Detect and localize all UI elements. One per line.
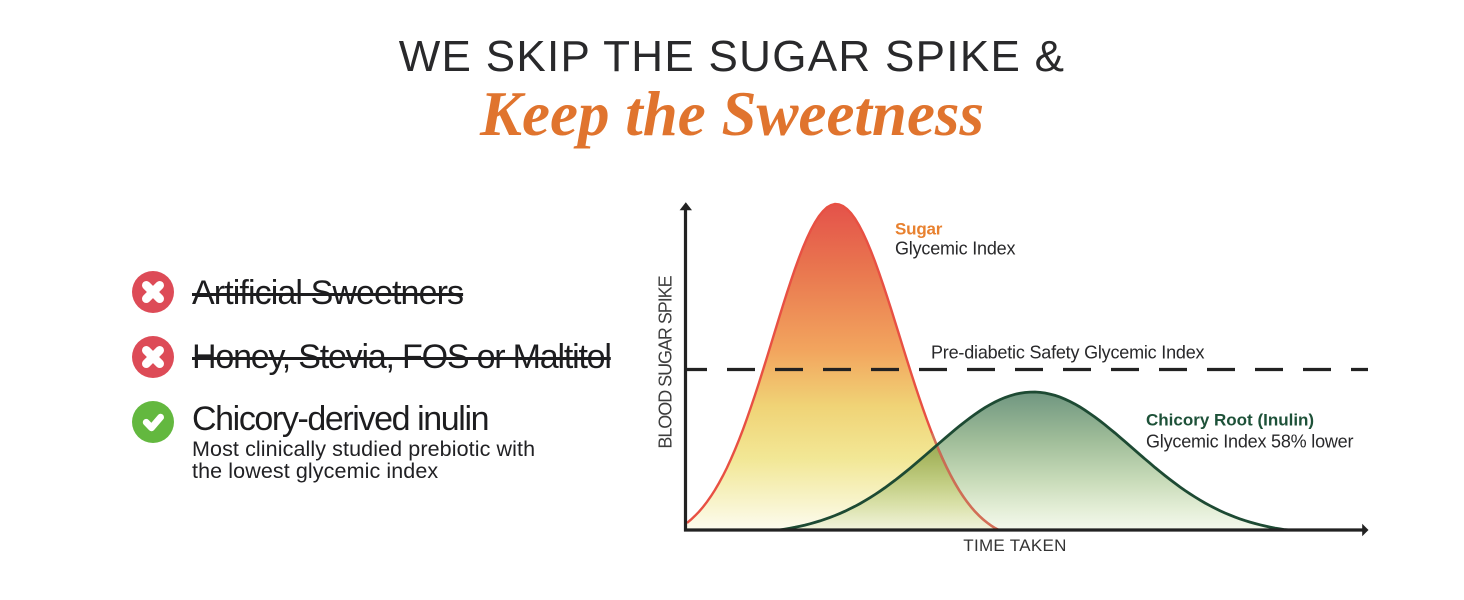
svg-text:Chicory Root (Inulin): Chicory Root (Inulin) — [1146, 411, 1314, 430]
svg-text:Pre-diabetic Safety Glycemic I: Pre-diabetic Safety Glycemic Index — [931, 342, 1205, 362]
svg-text:BLOOD SUGAR SPIKE: BLOOD SUGAR SPIKE — [656, 275, 676, 448]
svg-text:TIME TAKEN: TIME TAKEN — [963, 536, 1066, 555]
svg-text:Sugar: Sugar — [895, 220, 943, 239]
svg-text:Glycemic Index: Glycemic Index — [895, 238, 1015, 258]
svg-text:Glycemic Index 58% lower: Glycemic Index 58% lower — [1146, 432, 1353, 452]
